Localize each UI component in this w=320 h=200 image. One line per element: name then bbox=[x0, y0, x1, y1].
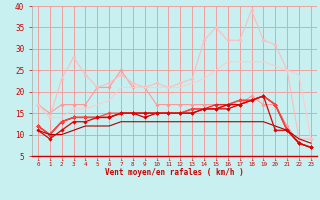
X-axis label: Vent moyen/en rafales ( km/h ): Vent moyen/en rafales ( km/h ) bbox=[105, 168, 244, 177]
